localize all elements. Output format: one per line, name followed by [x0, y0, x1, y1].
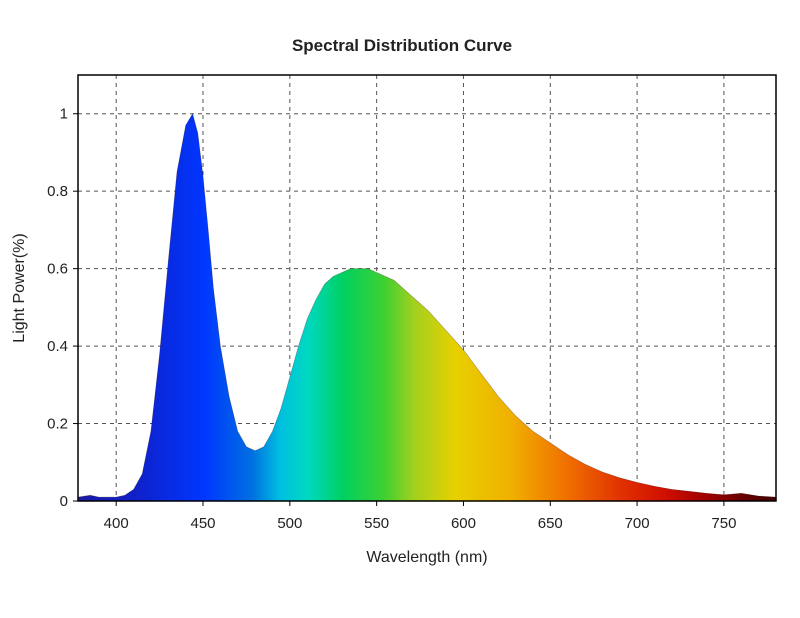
x-tick-label: 550	[364, 515, 389, 532]
axis-ticks: 400 450 500 550 600 650 700 750 0 0.2 0.4 0.6 0.8 1	[47, 106, 736, 532]
x-tick-label: 450	[190, 515, 215, 532]
x-tick-label: 650	[538, 515, 563, 532]
x-axis-label: Wavelength (nm)	[366, 549, 487, 566]
spectrum-area	[78, 113, 776, 501]
x-tick-label: 400	[104, 515, 129, 532]
y-tick-label: 1	[60, 106, 68, 123]
plot-frame	[77, 74, 777, 502]
x-tick-label: 700	[625, 515, 650, 532]
x-tick-label: 750	[711, 515, 736, 532]
y-tick-label: 0.6	[47, 261, 68, 278]
x-tick-label: 500	[277, 515, 302, 532]
y-tick-label: 0.2	[47, 416, 68, 433]
chart-title: Spectral Distribution Curve	[292, 36, 512, 55]
x-tick-label: 600	[451, 515, 476, 532]
y-tick-label: 0.4	[47, 338, 68, 355]
y-tick-label: 0	[60, 493, 68, 510]
spectrum-outline	[77, 112, 777, 498]
y-axis-label: Light Power(%)	[11, 233, 28, 342]
y-tick-label: 0.8	[47, 183, 68, 200]
